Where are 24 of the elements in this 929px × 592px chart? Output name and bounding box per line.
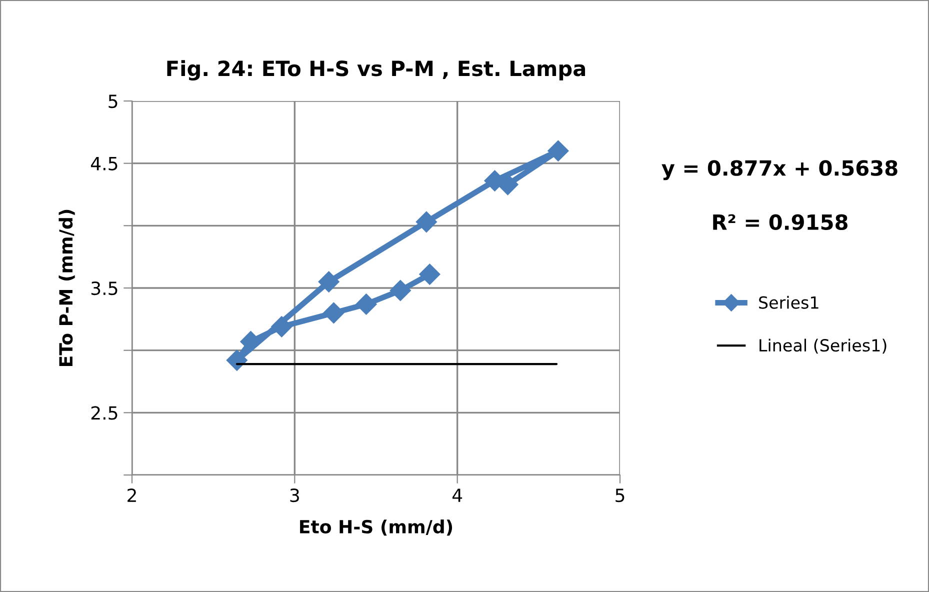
legend-label: Lineal (Series1) (760, 338, 886, 354)
point (548, 140, 569, 162)
point (419, 264, 440, 285)
x-tick-label: 2 (128, 488, 136, 502)
point (323, 302, 344, 324)
y-axis-title: ETo P-M (mm/d) (58, 210, 75, 366)
y-tick-label: 5 (108, 94, 118, 108)
x-axis-title: Eto H-S (mm/d) (300, 520, 452, 536)
y-tick-label: 2.5 (91, 406, 118, 420)
point (356, 294, 377, 315)
legend-label: Series1 (759, 296, 818, 309)
chart-title: Fig. 24: ETo H-S vs P-M , Est. Lampa (167, 60, 586, 80)
point (416, 211, 437, 232)
x-tick-label: 4 (452, 488, 462, 502)
text: y = 0.877x + 0.5638 (662, 160, 898, 180)
x-tick-label: 5 (616, 488, 624, 502)
point (318, 271, 340, 292)
x-tick-label: 3 (290, 488, 299, 502)
point (271, 316, 292, 338)
y-tick-label: 3.5 (91, 281, 118, 296)
text: R² = 0.9158 (713, 214, 848, 230)
point (390, 280, 411, 302)
point (226, 350, 248, 371)
y-tick-label: 4.5 (90, 157, 118, 170)
